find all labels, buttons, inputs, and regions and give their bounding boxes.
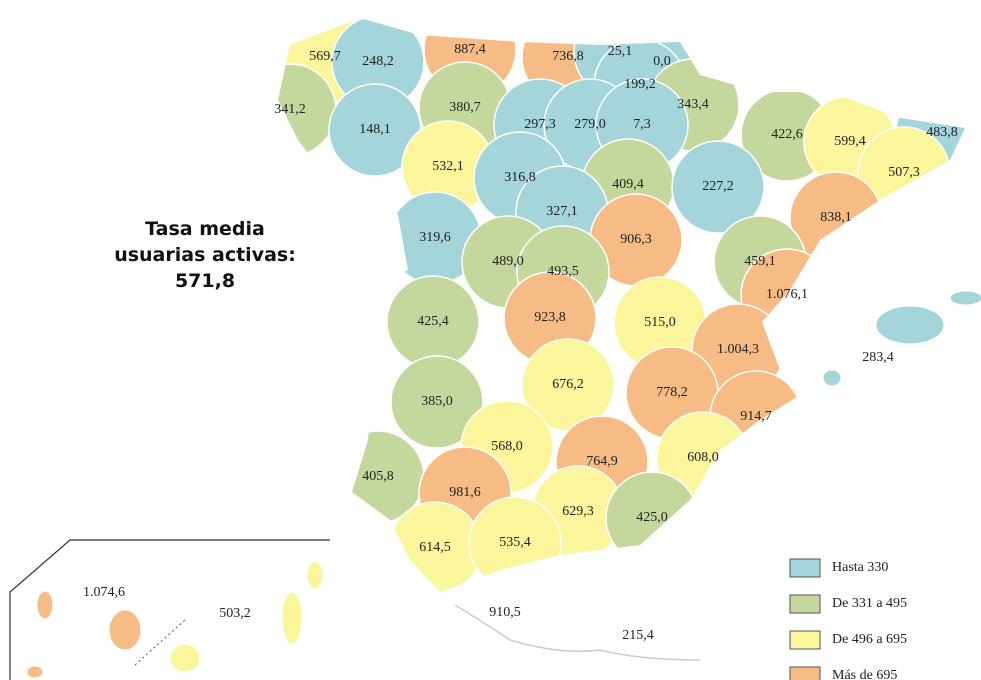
region-label: 906,3 (620, 232, 652, 247)
region-label: 483,8 (926, 125, 958, 140)
region-label: 405,8 (362, 469, 394, 484)
region-label: 1.076,1 (766, 287, 808, 302)
region-label: 199,2 (624, 77, 656, 92)
region-label: 283,4 (862, 350, 894, 365)
region-label: 341,2 (274, 102, 306, 117)
region-label: 736,8 (552, 49, 584, 64)
region-label: 489,0 (492, 254, 524, 269)
legend: Hasta 330 De 331 a 495 De 496 a 695 Más de … (789, 558, 907, 680)
region-label: 778,2 (656, 385, 688, 400)
region-label: 503,2 (219, 606, 251, 621)
region-label: 515,0 (644, 315, 676, 330)
coast-africa (454, 604, 701, 661)
region-label: 764,9 (586, 454, 618, 469)
region-label: 279,0 (574, 117, 606, 132)
region-label: 608,0 (687, 450, 719, 465)
region-label: 148,1 (359, 122, 391, 137)
labels: 569,7 248,2 887,4 736,8 25,1 0,0 199,2 341,2 380… (83, 42, 958, 643)
title: Tasa media usuarias activas: 571,8 (114, 218, 296, 292)
region-label: 215,4 (622, 628, 654, 643)
region-label: 422,6 (771, 127, 803, 142)
region-shape (169, 643, 201, 673)
region-shape (108, 609, 142, 651)
region-label: 327,1 (546, 204, 578, 219)
region-label: 385,0 (421, 394, 453, 409)
inset-divider (134, 619, 186, 666)
region-shape (26, 665, 44, 679)
region-label: 532,1 (432, 159, 464, 174)
region-shape (671, 140, 765, 234)
region-label: 887,4 (454, 42, 486, 57)
region-label: 599,4 (834, 134, 866, 149)
region-label: 910,5 (489, 605, 521, 620)
region-shape (390, 355, 484, 449)
legend-label: De 331 a 495 (832, 596, 907, 611)
region-shape (875, 305, 945, 345)
region-label: 914,7 (740, 409, 772, 424)
region-shape (306, 560, 324, 590)
region-label: 459,1 (744, 254, 776, 269)
region-label: 297,3 (524, 117, 556, 132)
region-label: 248,2 (362, 54, 394, 69)
legend-label: Más de 695 (832, 668, 897, 680)
legend-label: Hasta 330 (832, 560, 888, 575)
region-label: 614,5 (419, 540, 451, 555)
islands (26, 290, 981, 679)
legend-swatch (789, 594, 821, 614)
region-label: 923,8 (534, 310, 566, 325)
region-label: 676,2 (552, 377, 584, 392)
region-shape (281, 591, 303, 645)
region-label: 1.004,3 (717, 342, 759, 357)
region-label: 629,3 (562, 504, 594, 519)
region-shape (36, 590, 54, 620)
region-label: 319,6 (419, 230, 451, 245)
region-label: 25,1 (608, 44, 633, 59)
region-label: 981,6 (449, 485, 481, 500)
region-label: 343,4 (677, 97, 709, 112)
region-label: 535,4 (499, 535, 531, 550)
legend-swatch (789, 666, 821, 680)
region-label: 7,3 (633, 117, 651, 132)
region-label: 380,7 (449, 100, 481, 115)
legend-swatch (789, 558, 821, 578)
inset-frame (9, 539, 330, 680)
region-shape (822, 369, 842, 387)
region-label: 838,1 (820, 210, 852, 225)
region-label: 0,0 (653, 54, 671, 69)
region-label: 316,8 (504, 170, 536, 185)
region-label: 227,2 (702, 179, 734, 194)
legend-label: De 496 a 695 (832, 632, 907, 647)
region-label: 409,4 (612, 177, 644, 192)
region-label: 1.074,6 (83, 585, 125, 600)
region-shape (949, 290, 981, 306)
region-label: 425,4 (417, 314, 449, 329)
region-label: 568,0 (491, 439, 523, 454)
region-label: 569,7 (309, 49, 341, 64)
region-label: 507,3 (888, 165, 920, 180)
peninsula (278, 18, 965, 592)
region-label: 425,0 (636, 510, 668, 525)
region-label: 493,5 (547, 264, 579, 279)
legend-swatch (789, 630, 821, 650)
